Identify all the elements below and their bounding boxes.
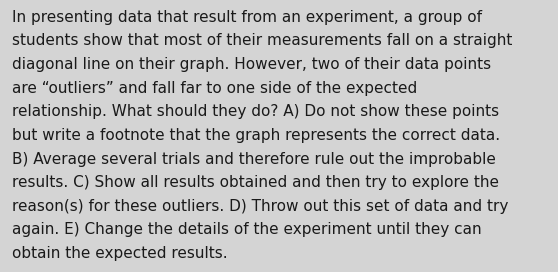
Text: relationship. What should they do? A) Do not show these points: relationship. What should they do? A) Do… xyxy=(12,104,499,119)
Text: reason(s) for these outliers. D) Throw out this set of data and try: reason(s) for these outliers. D) Throw o… xyxy=(12,199,509,214)
Text: In presenting data that result from an experiment, a group of: In presenting data that result from an e… xyxy=(12,10,482,24)
Text: diagonal line on their graph. However, two of their data points: diagonal line on their graph. However, t… xyxy=(12,57,492,72)
Text: B) Average several trials and therefore rule out the improbable: B) Average several trials and therefore … xyxy=(12,152,496,166)
Text: results. C) Show all results obtained and then try to explore the: results. C) Show all results obtained an… xyxy=(12,175,499,190)
Text: again. E) Change the details of the experiment until they can: again. E) Change the details of the expe… xyxy=(12,222,482,237)
Text: are “outliers” and fall far to one side of the expected: are “outliers” and fall far to one side … xyxy=(12,81,417,95)
Text: but write a footnote that the graph represents the correct data.: but write a footnote that the graph repr… xyxy=(12,128,501,143)
Text: students show that most of their measurements fall on a straight: students show that most of their measure… xyxy=(12,33,513,48)
Text: obtain the expected results.: obtain the expected results. xyxy=(12,246,228,261)
